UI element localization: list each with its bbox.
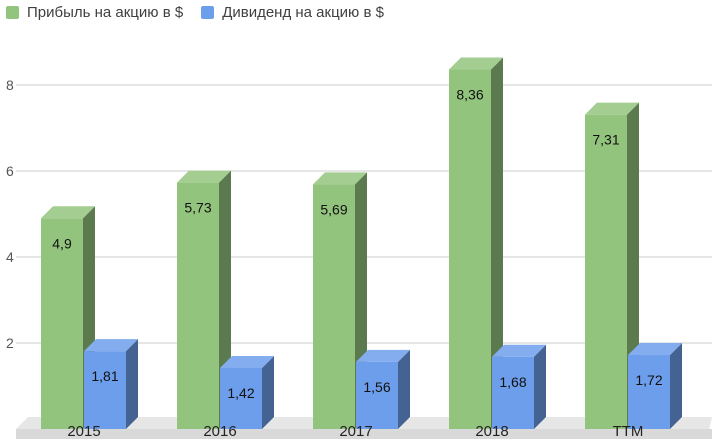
bar-eps-2018[interactable]: [449, 69, 491, 430]
bar-dividend-side-2018: [534, 344, 546, 429]
legend-label-dividend: Дивиденд на акцию в $: [222, 3, 384, 21]
bar-eps-TTM[interactable]: [585, 114, 627, 430]
bar-eps-top-2018: [449, 57, 503, 70]
bar-dividend-2018[interactable]: [492, 356, 534, 429]
legend-item-eps[interactable]: Прибыль на акцию в $: [6, 4, 183, 21]
x-tick-label: 2017: [339, 423, 372, 440]
bar-dividend-side-2015: [126, 339, 138, 429]
legend-item-dividend[interactable]: Дивиденд на акцию в $: [201, 4, 384, 21]
legend-label-eps: Прибыль на акцию в $: [27, 3, 184, 21]
x-tick-label: 2015: [67, 423, 100, 440]
data-label-eps: 5,69: [320, 201, 347, 217]
bar-dividend-top-2018: [492, 344, 546, 357]
y-tick-label: 4: [6, 249, 14, 265]
legend: Прибыль на акцию в $ Дивиденд на акцию в…: [6, 2, 384, 22]
bar-eps-top-2015: [41, 206, 95, 219]
bar-dividend-2016[interactable]: [220, 367, 262, 429]
data-label-eps: 5,73: [184, 200, 211, 216]
data-label-dividend: 1,81: [91, 368, 118, 384]
bar-dividend-side-TTM: [670, 343, 682, 429]
y-tick-label: 6: [6, 163, 14, 179]
y-tick-label: 8: [6, 77, 14, 93]
bar-dividend-TTM[interactable]: [628, 355, 670, 429]
x-tick-label: TTM: [613, 423, 644, 440]
data-label-eps: 7,31: [592, 132, 619, 148]
bar-eps-top-TTM: [585, 102, 639, 115]
bar-eps-side-2018: [491, 57, 503, 430]
bar-eps-2015[interactable]: [41, 218, 83, 429]
bar-eps-top-2016: [177, 170, 231, 183]
bar-dividend-2017[interactable]: [356, 361, 398, 429]
x-tick-label: 2018: [475, 423, 508, 440]
y-tick-label: 2: [6, 335, 14, 351]
bar-dividend-side-2017: [398, 349, 410, 429]
legend-swatch-eps: [6, 5, 19, 19]
bar-dividend-top-2017: [356, 349, 410, 362]
data-label-dividend: 1,56: [363, 379, 390, 395]
bar-dividend-side-2016: [262, 355, 274, 429]
data-label-eps: 8,36: [456, 87, 483, 103]
bar-dividend-top-2016: [220, 355, 274, 368]
data-label-dividend: 1,42: [227, 385, 254, 401]
data-label-eps: 4,9: [52, 235, 72, 251]
data-label-dividend: 1,68: [499, 374, 526, 390]
bar-dividend-top-TTM: [628, 343, 682, 356]
data-label-dividend: 1,72: [635, 372, 662, 388]
bar-eps-2016[interactable]: [177, 182, 219, 429]
bar-eps-top-2017: [313, 172, 367, 185]
x-tick-label: 2016: [203, 423, 236, 440]
chart-floor-front: [16, 429, 712, 439]
bar-dividend-2015[interactable]: [84, 351, 126, 429]
legend-swatch-dividend: [201, 5, 215, 19]
bar-eps-2017[interactable]: [313, 184, 355, 429]
bar-dividend-top-2015: [84, 339, 138, 352]
